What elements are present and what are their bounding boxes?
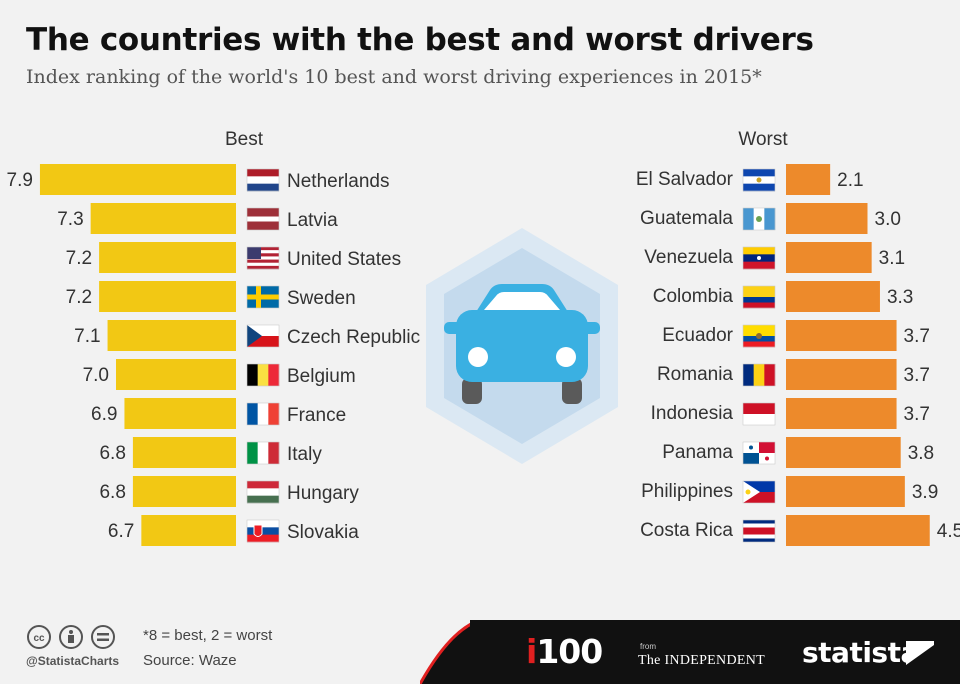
- best-country-label: France: [287, 405, 346, 426]
- worst-value-label: 3.8: [908, 443, 934, 464]
- best-country-label: Italy: [287, 444, 322, 465]
- statista-handle: @StatistaCharts: [26, 654, 120, 668]
- brand-bar: [470, 620, 960, 684]
- flag-czech-republic-icon: [246, 324, 280, 348]
- best-value-label: 6.7: [108, 521, 134, 542]
- best-bar-1: [39, 164, 237, 195]
- worst-value-label: 3.7: [904, 404, 930, 425]
- best-country-label: Netherlands: [287, 171, 389, 192]
- best-country-label: United States: [287, 249, 401, 270]
- best-bar-3: [99, 242, 236, 273]
- worst-country-label: Guatemala: [640, 208, 733, 229]
- worst-value-label: 2.1: [837, 170, 863, 191]
- best-bar-10: [141, 515, 236, 546]
- statista-logo: statista: [802, 636, 919, 669]
- worst-country-label: Ecuador: [662, 325, 733, 346]
- flag-el-salvador-icon: [742, 168, 776, 192]
- best-bar-2: [90, 203, 237, 234]
- flag-venezuela-icon: [742, 246, 776, 270]
- best-country-label: Hungary: [287, 483, 359, 504]
- best-bar-4: [99, 281, 236, 312]
- flag-united-states-icon: [246, 246, 280, 270]
- flag-romania-icon: [742, 363, 776, 387]
- best-bar-7: [124, 398, 236, 429]
- worst-value-label: 3.7: [904, 365, 930, 386]
- worst-bar-9: [786, 476, 905, 507]
- best-value-label: 6.9: [91, 404, 117, 425]
- flag-panama-icon: [742, 441, 776, 465]
- best-value-label: 6.8: [99, 482, 125, 503]
- best-bar-9: [132, 476, 236, 507]
- worst-header: Worst: [738, 129, 788, 150]
- worst-bar-7: [786, 398, 897, 429]
- flag-belgium-icon: [246, 363, 280, 387]
- best-country-label: Czech Republic: [287, 327, 420, 348]
- flag-philippines-icon: [742, 480, 776, 504]
- statista-mark-icon: [906, 641, 934, 665]
- flag-indonesia-icon: [742, 402, 776, 426]
- worst-country-label: Colombia: [653, 286, 734, 307]
- worst-value-label: 3.0: [875, 209, 901, 230]
- best-value-label: 6.8: [99, 443, 125, 464]
- worst-bar-8: [786, 437, 901, 468]
- best-value-label: 7.3: [57, 209, 83, 230]
- best-value-label: 7.9: [7, 170, 33, 191]
- flag-hungary-icon: [246, 480, 280, 504]
- best-bar-6: [116, 359, 236, 390]
- worst-country-label: Romania: [657, 364, 733, 385]
- flag-sweden-icon: [246, 285, 280, 309]
- flag-france-icon: [246, 402, 280, 426]
- worst-bar-4: [786, 281, 880, 312]
- worst-country-label: Indonesia: [651, 403, 734, 424]
- worst-bar-6: [786, 359, 897, 390]
- best-value-label: 7.2: [66, 287, 92, 308]
- worst-bar-1: [786, 164, 831, 195]
- scale-note: *8 = best, 2 = worst: [143, 627, 273, 644]
- flag-latvia-icon: [246, 207, 280, 231]
- flag-italy-icon: [246, 441, 280, 465]
- worst-value-label: 3.9: [912, 482, 938, 503]
- worst-value-label: 3.1: [879, 248, 905, 269]
- svg-text:cc: cc: [33, 633, 45, 644]
- best-header: Best: [225, 129, 264, 150]
- best-country-label: Belgium: [287, 366, 356, 387]
- flag-ecuador-icon: [742, 324, 776, 348]
- i100-logo: i100: [526, 632, 603, 671]
- best-value-label: 7.2: [66, 248, 92, 269]
- chart-title: The countries with the best and worst dr…: [26, 22, 814, 58]
- best-country-label: Latvia: [287, 210, 338, 231]
- best-value-label: 7.0: [83, 365, 109, 386]
- flag-costa-rica-icon: [742, 519, 776, 543]
- best-bar-8: [132, 437, 236, 468]
- worst-country-label: Venezuela: [644, 247, 733, 268]
- creative-commons-icon: cc: [27, 625, 115, 649]
- chart-subtitle: Index ranking of the world's 10 best and…: [26, 66, 762, 88]
- worst-value-label: 3.3: [887, 287, 913, 308]
- worst-value-label: 3.7: [904, 326, 930, 347]
- worst-bar-2: [786, 203, 868, 234]
- worst-bar-3: [786, 242, 872, 273]
- best-value-label: 7.1: [74, 326, 100, 347]
- worst-country-label: El Salvador: [636, 169, 734, 190]
- car-icon: [426, 228, 618, 464]
- worst-bar-10: [786, 515, 930, 546]
- best-country-label: Slovakia: [287, 522, 359, 543]
- worst-country-label: Costa Rica: [640, 520, 733, 541]
- best-bar-5: [107, 320, 236, 351]
- flag-colombia-icon: [742, 285, 776, 309]
- worst-country-label: Panama: [662, 442, 733, 463]
- flag-netherlands-icon: [246, 168, 280, 192]
- from-label: from: [640, 642, 656, 651]
- worst-value-label: 4.5: [937, 521, 960, 542]
- source-label: Source: Waze: [143, 652, 237, 669]
- independent-logo: The INDEPENDENT: [638, 653, 765, 668]
- chart: Best 7.9 Netherlands 7.3 Latvia 7.2 United Sta…: [7, 129, 960, 546]
- flag-slovakia-icon: [246, 519, 280, 543]
- best-country-label: Sweden: [287, 288, 356, 309]
- worst-bar-5: [786, 320, 897, 351]
- flag-guatemala-icon: [742, 207, 776, 231]
- worst-country-label: Philippines: [641, 481, 733, 502]
